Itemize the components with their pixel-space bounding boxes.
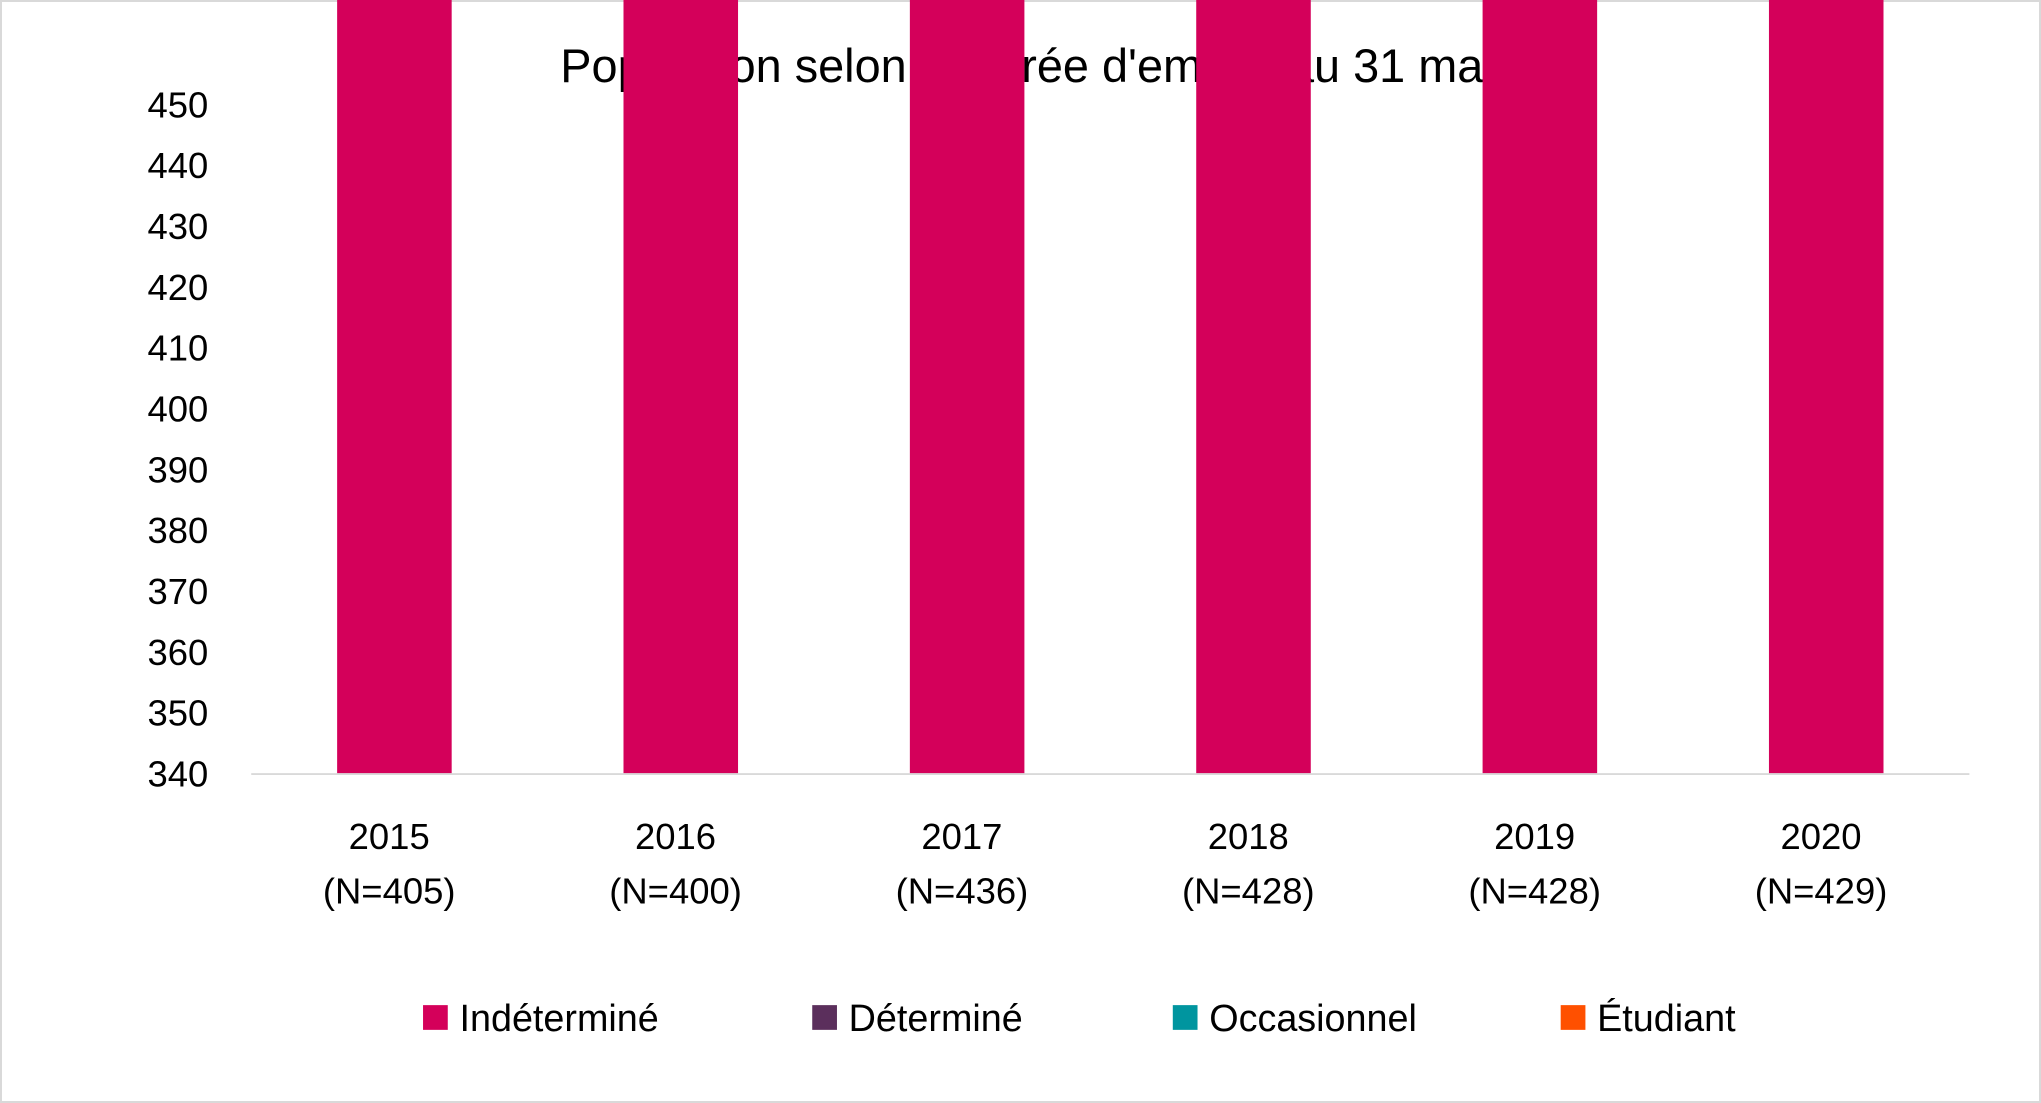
y-tick-label: 350 xyxy=(147,693,208,734)
y-tick-label: 430 xyxy=(147,206,208,247)
x-tick-label: 2019 xyxy=(1494,816,1575,857)
legend-label: Occasionnel xyxy=(1209,997,1417,1039)
bar-segment xyxy=(1768,0,1884,774)
y-tick-label: 450 xyxy=(147,84,208,125)
x-tick-sublabel: (N=428) xyxy=(1182,871,1315,912)
bar-segment xyxy=(1482,0,1598,774)
y-tick-label: 360 xyxy=(147,632,208,673)
legend-swatch xyxy=(1172,1005,1198,1030)
x-tick-label: 2016 xyxy=(635,816,716,857)
legend-label: Étudiant xyxy=(1597,997,1736,1039)
y-tick-label: 340 xyxy=(147,753,208,794)
x-tick-label: 2015 xyxy=(349,816,430,857)
y-tick-label: 440 xyxy=(147,145,208,186)
x-tick-label: 2017 xyxy=(921,816,1002,857)
legend-label: Déterminé xyxy=(849,997,1023,1039)
x-tick-label: 2020 xyxy=(1780,816,1861,857)
y-tick-label: 420 xyxy=(147,267,208,308)
x-tick-sublabel: (N=405) xyxy=(323,871,456,912)
y-axis: 340 350 360 370 380 390 400 410 420 430 440 450 xyxy=(147,84,208,794)
x-tick-sublabel: (N=436) xyxy=(896,871,1029,912)
x-tick-sublabel: (N=429) xyxy=(1755,871,1888,912)
bars: 3795129378124639727843892874400214340316… xyxy=(337,0,1884,774)
legend-swatch xyxy=(423,1005,448,1030)
y-tick-label: 370 xyxy=(147,571,208,612)
bar-segment xyxy=(1196,0,1311,774)
y-tick-label: 410 xyxy=(147,328,208,369)
x-axis: 2015 (N=405) 2016 (N=400) 2017 (N=436) 2018 (N=… xyxy=(323,816,1887,912)
x-tick-sublabel: (N=428) xyxy=(1468,871,1601,912)
x-tick-sublabel: (N=400) xyxy=(609,871,742,912)
legend-swatch xyxy=(1560,1005,1586,1030)
bar-segment xyxy=(909,0,1025,774)
bar-segment xyxy=(623,0,739,774)
y-tick-label: 400 xyxy=(147,389,208,430)
legend: Indéterminé Déterminé Occasionnel Étudiant xyxy=(423,997,1736,1039)
x-tick-label: 2018 xyxy=(1208,816,1289,857)
legend-swatch xyxy=(812,1005,837,1030)
y-tick-label: 380 xyxy=(147,510,208,551)
bar-segment xyxy=(337,0,452,774)
legend-label: Indéterminé xyxy=(459,997,658,1039)
y-tick-label: 390 xyxy=(147,449,208,490)
